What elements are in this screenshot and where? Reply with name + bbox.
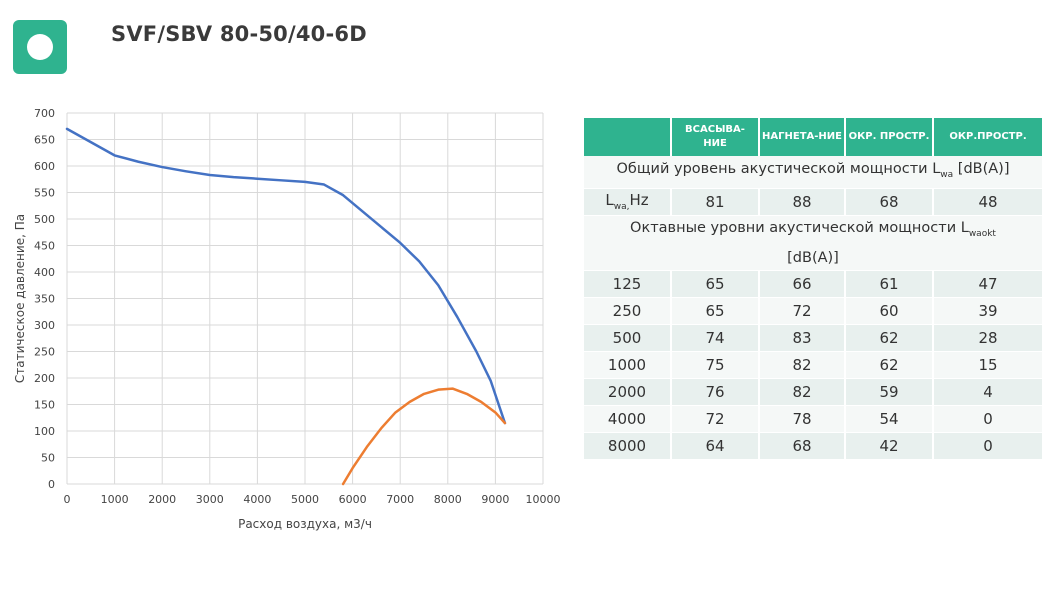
x-tick-label: 8000: [434, 493, 462, 506]
octave-value: 54: [846, 405, 932, 433]
y-axis-label: Статическое давление, Па: [13, 214, 27, 383]
octave-frequency: 8000: [584, 432, 670, 460]
y-tick-label: 350: [34, 293, 55, 306]
lwa-value-surroundings-2: 48: [934, 188, 1042, 216]
logo-circle-icon: [27, 34, 53, 60]
octave-value: 74: [672, 324, 758, 352]
x-tick-label: 1000: [101, 493, 129, 506]
octave-value: 65: [672, 270, 758, 298]
table-row: 125 65 66 61 47: [584, 270, 1042, 298]
octave-value: 28: [934, 324, 1042, 352]
octave-frequency: 250: [584, 297, 670, 325]
x-tick-label: 10000: [526, 493, 561, 506]
x-tick-label: 9000: [481, 493, 509, 506]
col-header-surroundings-2: ОКР.ПРОСТР.: [934, 118, 1042, 156]
octave-value: 72: [760, 297, 844, 325]
octave-value: 82: [760, 378, 844, 406]
table-row: 250 65 72 60 39: [584, 297, 1042, 325]
octave-frequency: 2000: [584, 378, 670, 406]
octave-value: 68: [760, 432, 844, 460]
y-tick-label: 700: [34, 107, 55, 120]
col-header-surroundings-1: ОКР. ПРОСТР.: [846, 118, 932, 156]
y-tick-label: 600: [34, 160, 55, 173]
octave-value: 39: [934, 297, 1042, 325]
octave-value: 42: [846, 432, 932, 460]
table-row: 500 74 83 62 28: [584, 324, 1042, 352]
octave-value: 15: [934, 351, 1042, 379]
col-header-suction: ВСАСЫВА-НИЕ: [672, 118, 758, 156]
table-row: 4000 72 78 54 0: [584, 405, 1042, 433]
y-tick-label: 400: [34, 266, 55, 279]
lwa-value-suction: 81: [672, 188, 758, 216]
table-row: 2000 76 82 59 4: [584, 378, 1042, 406]
x-tick-label: 2000: [148, 493, 176, 506]
lwa-value-surroundings-1: 68: [846, 188, 932, 216]
col-header-discharge: НАГНЕТА-НИЕ: [760, 118, 844, 156]
page-title: SVF/SBV 80-50/40-6D: [111, 22, 367, 46]
octave-value: 76: [672, 378, 758, 406]
octave-value: 72: [672, 405, 758, 433]
x-axis-label: Расход воздуха, м3/ч: [238, 517, 372, 531]
x-tick-label: 5000: [291, 493, 319, 506]
octave-value: 83: [760, 324, 844, 352]
y-tick-label: 650: [34, 134, 55, 147]
octave-value: 0: [934, 405, 1042, 433]
table-row: 8000 64 68 42 0: [584, 432, 1042, 460]
octave-value: 75: [672, 351, 758, 379]
octave-value: 62: [846, 351, 932, 379]
octave-value: 61: [846, 270, 932, 298]
y-tick-label: 0: [48, 478, 55, 491]
y-tick-label: 500: [34, 213, 55, 226]
octave-value: 47: [934, 270, 1042, 298]
octave-frequency: 4000: [584, 405, 670, 433]
brand-logo: [13, 20, 67, 74]
octave-value: 59: [846, 378, 932, 406]
y-tick-label: 100: [34, 425, 55, 438]
sound-power-table: ВСАСЫВА-НИЕ НАГНЕТА-НИЕ ОКР. ПРОСТР. ОКР…: [582, 118, 1044, 460]
octave-value: 4: [934, 378, 1042, 406]
x-tick-label: 0: [64, 493, 71, 506]
octave-value: 82: [760, 351, 844, 379]
y-tick-label: 50: [41, 452, 55, 465]
y-tick-label: 450: [34, 240, 55, 253]
pressure-curve-line: [65, 127, 507, 425]
x-tick-label: 4000: [243, 493, 271, 506]
octave-frequency: 1000: [584, 351, 670, 379]
fan-performance-chart: 0 50 100 150 200 250 300 350 400 450 500 550 600 650 7…: [13, 107, 561, 531]
octave-value: 62: [846, 324, 932, 352]
octave-value: 65: [672, 297, 758, 325]
octave-value: 78: [760, 405, 844, 433]
octave-frequency: 500: [584, 324, 670, 352]
lwa-value-discharge: 88: [760, 188, 844, 216]
second-curve-line: [341, 387, 507, 486]
lwa-label: Lwa,Hz: [584, 188, 670, 216]
y-tick-label: 200: [34, 372, 55, 385]
y-tick-label: 300: [34, 319, 55, 332]
octave-value: 60: [846, 297, 932, 325]
octave-frequency: 125: [584, 270, 670, 298]
total-level-label: Общий уровень акустической мощности Lwa …: [584, 156, 1042, 189]
table-corner-cell: [584, 118, 670, 156]
x-tick-label: 6000: [339, 493, 367, 506]
y-tick-label: 150: [34, 399, 55, 412]
octave-value: 0: [934, 432, 1042, 460]
octave-level-label: Октавные уровни акустической мощности Lw…: [584, 215, 1042, 271]
y-tick-label: 550: [34, 187, 55, 200]
octave-value: 66: [760, 270, 844, 298]
y-tick-label: 250: [34, 346, 55, 359]
x-tick-label: 7000: [386, 493, 414, 506]
table-row: 1000 75 82 62 15: [584, 351, 1042, 379]
octave-value: 64: [672, 432, 758, 460]
x-tick-label: 3000: [196, 493, 224, 506]
